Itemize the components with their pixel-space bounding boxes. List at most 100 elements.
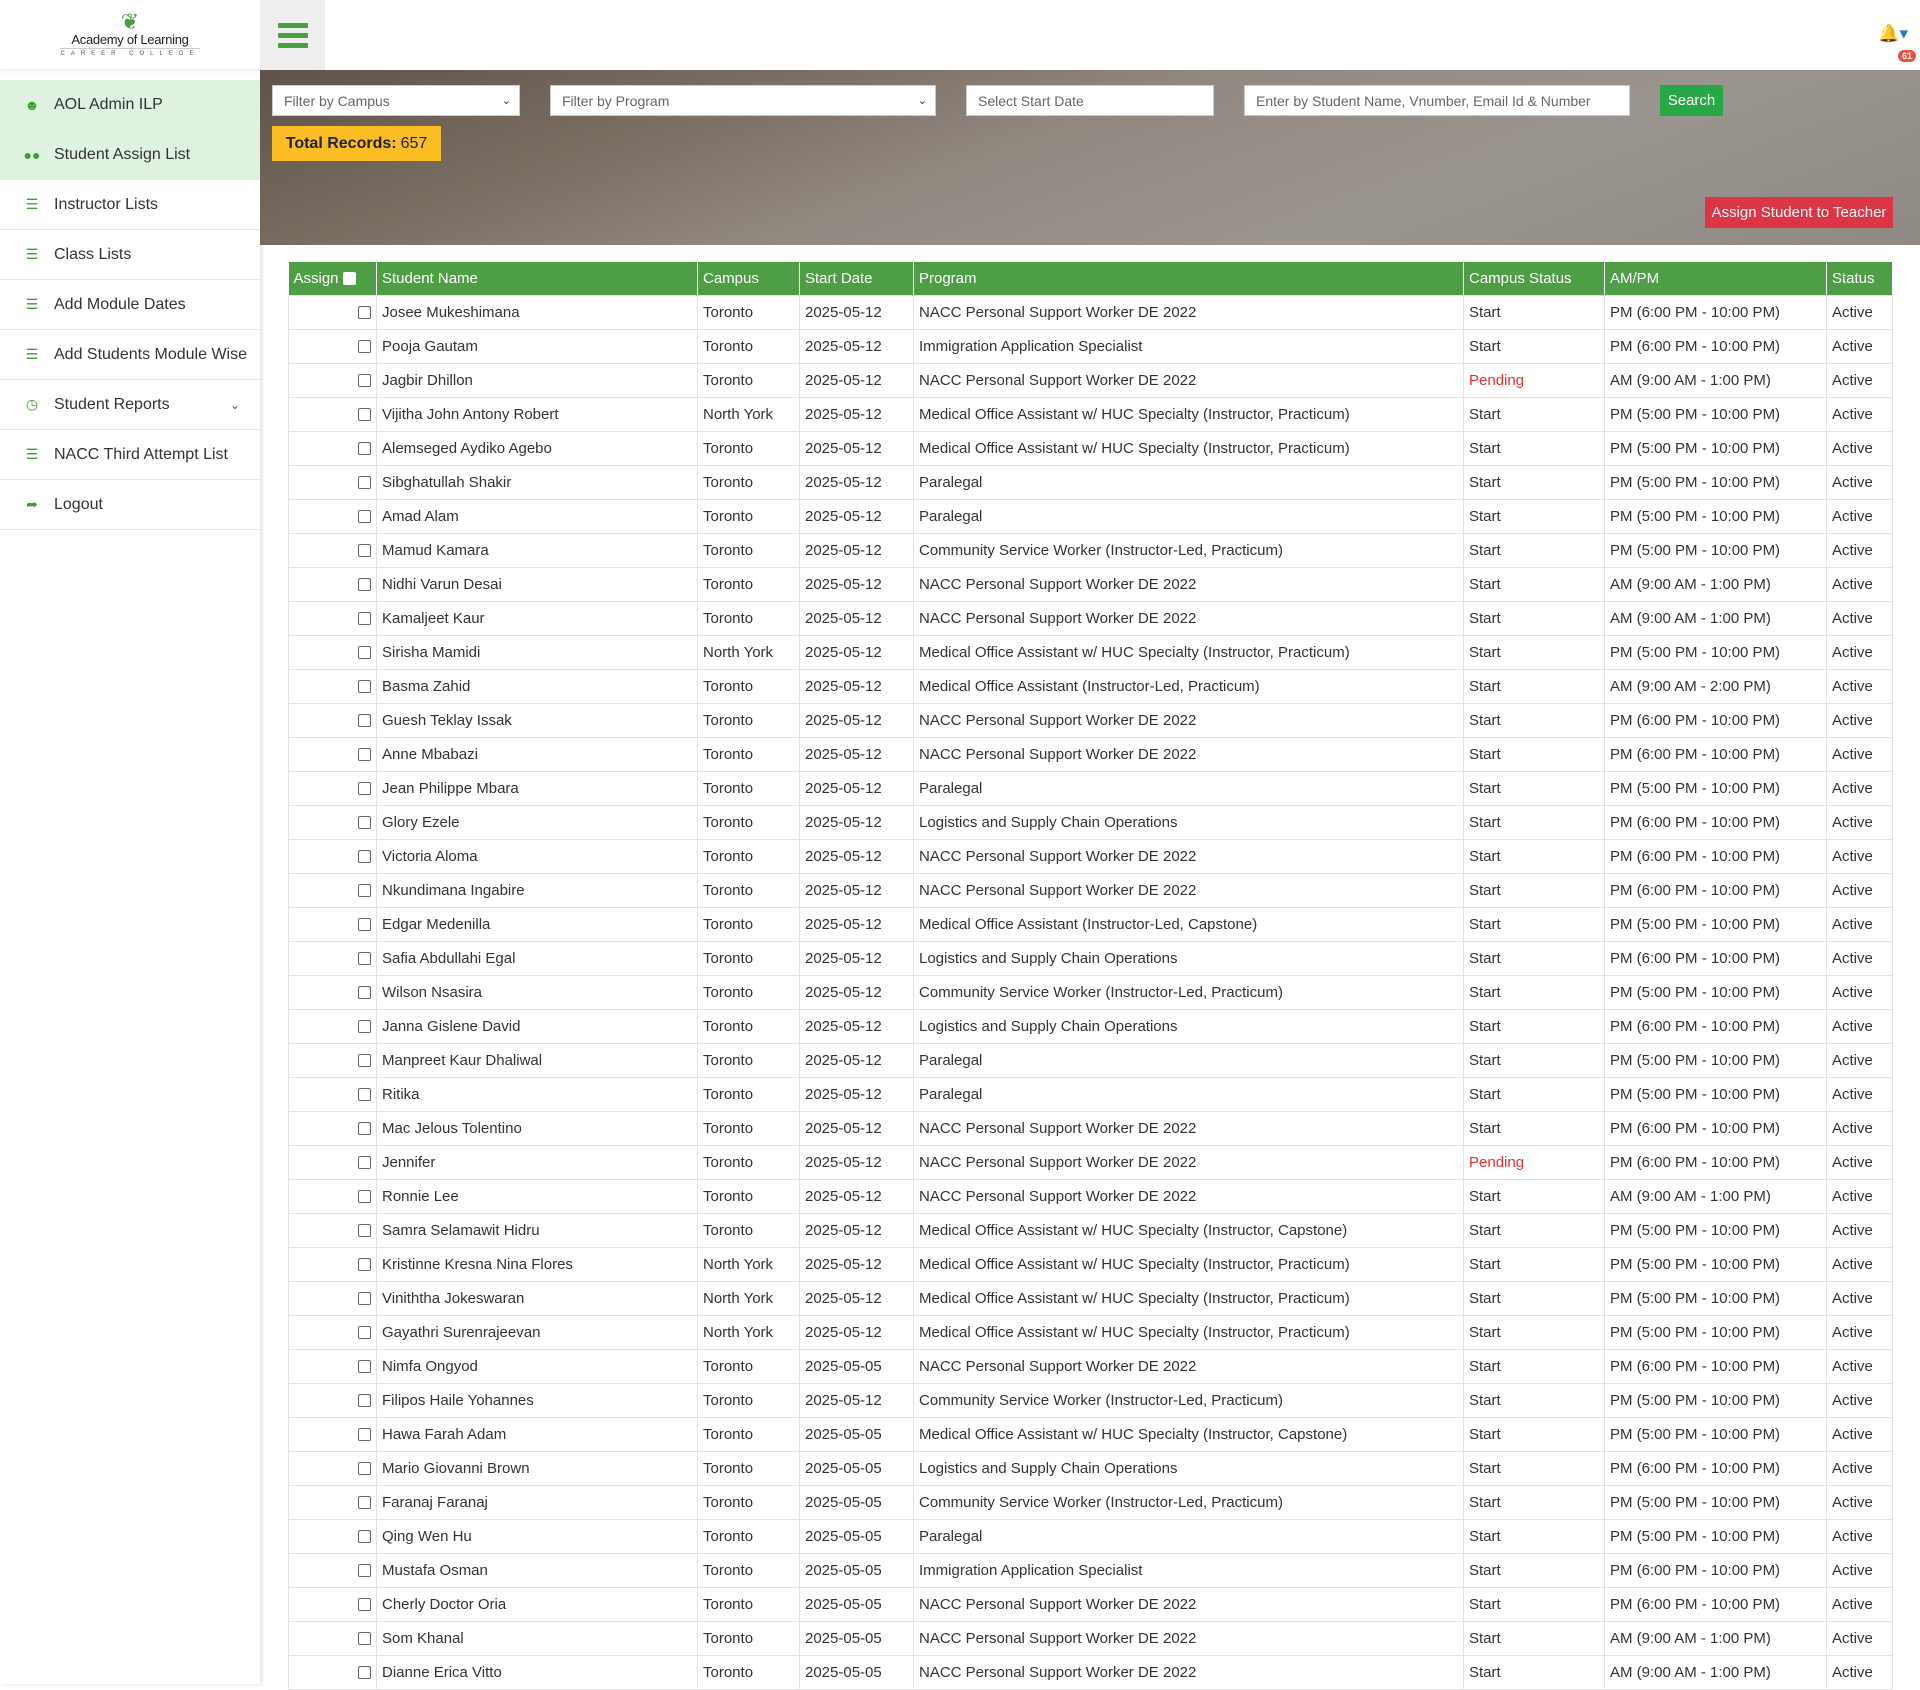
start-date-cell: 2025-05-12 — [799, 532, 914, 568]
assign-checkbox[interactable] — [358, 1292, 371, 1306]
clock-icon: ◷ — [25, 396, 39, 412]
program-cell: NACC Personal Support Worker DE 2022 — [913, 1620, 1464, 1656]
assign-cell — [288, 1280, 377, 1316]
assign-cell — [288, 1518, 377, 1554]
select-all-checkbox[interactable] — [342, 272, 356, 286]
assign-checkbox[interactable] — [358, 1020, 371, 1034]
leaf-icon: ❦ — [120, 9, 140, 34]
assign-checkbox[interactable] — [358, 714, 371, 728]
assign-cell — [288, 396, 377, 432]
status-cell: Active — [1826, 396, 1893, 432]
am-pm-cell: PM (5:00 PM - 10:00 PM) — [1604, 1280, 1827, 1316]
campus-cell: Toronto — [697, 294, 800, 330]
sidebar-item-student-assign-list[interactable]: ●● Student Assign List — [0, 130, 260, 180]
assign-checkbox[interactable] — [358, 408, 371, 422]
assign-checkbox[interactable] — [358, 1088, 371, 1102]
assign-checkbox[interactable] — [358, 1258, 371, 1272]
start-date-cell: 2025-05-12 — [799, 1212, 914, 1248]
sidebar-item-instructor-lists[interactable]: ☰ Instructor Lists — [0, 180, 260, 230]
am-pm-cell: PM (6:00 PM - 10:00 PM) — [1604, 838, 1827, 874]
sidebar-item-add-students-module-wise[interactable]: ☰ Add Students Module Wise — [0, 330, 260, 380]
sidebar-item-add-module-dates[interactable]: ☰ Add Module Dates — [0, 280, 260, 330]
start-date-cell: 2025-05-05 — [799, 1450, 914, 1486]
total-records-label: Total Records: — [285, 134, 397, 152]
notification-badge: 61 — [1897, 50, 1916, 62]
assign-checkbox[interactable] — [358, 782, 371, 796]
student-name-cell: Nkundimana Ingabire — [376, 872, 698, 908]
assign-checkbox[interactable] — [358, 1598, 371, 1612]
assign-checkbox[interactable] — [358, 306, 371, 320]
campus-filter-select[interactable]: Filter by Campus ⌄ — [272, 85, 520, 116]
assign-cell — [288, 1552, 377, 1588]
assign-cell — [288, 974, 377, 1010]
assign-checkbox[interactable] — [358, 986, 371, 1000]
start-date-cell: 2025-05-12 — [799, 1110, 914, 1146]
start-date-input[interactable]: Select Start Date — [966, 85, 1214, 116]
sidebar-item-class-lists[interactable]: ☰ Class Lists — [0, 230, 260, 280]
assign-checkbox[interactable] — [358, 510, 371, 524]
assign-checkbox[interactable] — [358, 1394, 371, 1408]
assign-checkbox[interactable] — [358, 1326, 371, 1340]
table-row: Anne Mbabazi Toronto 2025-05-12 NACC Person… — [288, 736, 1893, 772]
table-row: Samra Selamawit Hidru Toronto 2025-05-12 Me… — [288, 1212, 1893, 1248]
student-name-cell: Glory Ezele — [376, 804, 698, 840]
assign-checkbox[interactable] — [358, 374, 371, 388]
status-cell: Active — [1826, 600, 1893, 636]
assign-checkbox[interactable] — [358, 646, 371, 660]
sidebar-item-logout[interactable]: ➦ Logout — [0, 480, 260, 530]
logo[interactable]: ❦ Academy of Learning CAREER COLLEGE — [0, 0, 260, 70]
assign-checkbox[interactable] — [358, 1666, 371, 1680]
assign-checkbox[interactable] — [358, 1564, 371, 1578]
start-date-cell: 2025-05-12 — [799, 668, 914, 704]
assign-checkbox[interactable] — [358, 1224, 371, 1238]
campus-status-cell: Start — [1463, 1382, 1605, 1418]
chevron-down-icon: ⌄ — [501, 95, 511, 107]
am-pm-cell: PM (5:00 PM - 10:00 PM) — [1604, 430, 1827, 466]
assign-checkbox[interactable] — [358, 1122, 371, 1136]
start-date-cell: 2025-05-12 — [799, 1280, 914, 1316]
assign-cell — [288, 294, 377, 330]
assign-checkbox[interactable] — [358, 1462, 371, 1476]
campus-status-cell: Pending — [1463, 1144, 1605, 1180]
assign-checkbox[interactable] — [358, 1190, 371, 1204]
student-name-cell: Anne Mbabazi — [376, 736, 698, 772]
table-row: Victoria Aloma Toronto 2025-05-12 NACC Pers… — [288, 838, 1893, 874]
assign-checkbox[interactable] — [358, 816, 371, 830]
assign-checkbox[interactable] — [358, 578, 371, 592]
student-name-cell: Amad Alam — [376, 498, 698, 534]
assign-checkbox[interactable] — [358, 884, 371, 898]
program-filter-select[interactable]: Filter by Program ⌄ — [550, 85, 936, 116]
assign-checkbox[interactable] — [358, 850, 371, 864]
assign-checkbox[interactable] — [358, 476, 371, 490]
hamburger-menu-button[interactable] — [260, 0, 325, 70]
assign-checkbox[interactable] — [358, 680, 371, 694]
assign-checkbox[interactable] — [358, 1156, 371, 1170]
assign-checkbox[interactable] — [358, 1428, 371, 1442]
assign-checkbox[interactable] — [358, 1530, 371, 1544]
assign-checkbox[interactable] — [358, 612, 371, 626]
assign-student-to-teacher-button[interactable]: Assign Student to Teacher — [1705, 197, 1893, 228]
assign-checkbox[interactable] — [358, 1496, 371, 1510]
table-row: Mario Giovanni Brown Toronto 2025-05-05 Log… — [288, 1450, 1893, 1486]
column-header-label: Campus Status — [1469, 269, 1572, 287]
student-search-input[interactable]: Enter by Student Name, Vnumber, Email Id… — [1244, 85, 1630, 116]
assign-checkbox[interactable] — [358, 544, 371, 558]
assign-checkbox[interactable] — [358, 1054, 371, 1068]
assign-checkbox[interactable] — [358, 1360, 371, 1374]
assign-checkbox[interactable] — [358, 340, 371, 354]
sidebar-item-student-reports[interactable]: ◷ Student Reports ⌄ — [0, 380, 260, 430]
bell-icon[interactable]: 🔔▾ — [1878, 24, 1908, 43]
assign-checkbox[interactable] — [358, 748, 371, 762]
campus-cell: Toronto — [697, 940, 800, 976]
status-cell: Active — [1826, 1382, 1893, 1418]
sidebar-item-aol-admin-ilp[interactable]: ☻ AOL Admin ILP — [0, 80, 260, 130]
program-cell: NACC Personal Support Worker DE 2022 — [913, 872, 1464, 908]
search-button[interactable]: Search — [1660, 85, 1723, 116]
assign-checkbox[interactable] — [358, 918, 371, 932]
assign-checkbox[interactable] — [358, 1632, 371, 1646]
assign-checkbox[interactable] — [358, 442, 371, 456]
sidebar-item-nacc-third-attempt-list[interactable]: ☰ NACC Third Attempt List — [0, 430, 260, 480]
program-cell: Medical Office Assistant w/ HUC Specialt… — [913, 1416, 1464, 1452]
column-header-status: Status — [1826, 262, 1893, 295]
assign-checkbox[interactable] — [358, 952, 371, 966]
